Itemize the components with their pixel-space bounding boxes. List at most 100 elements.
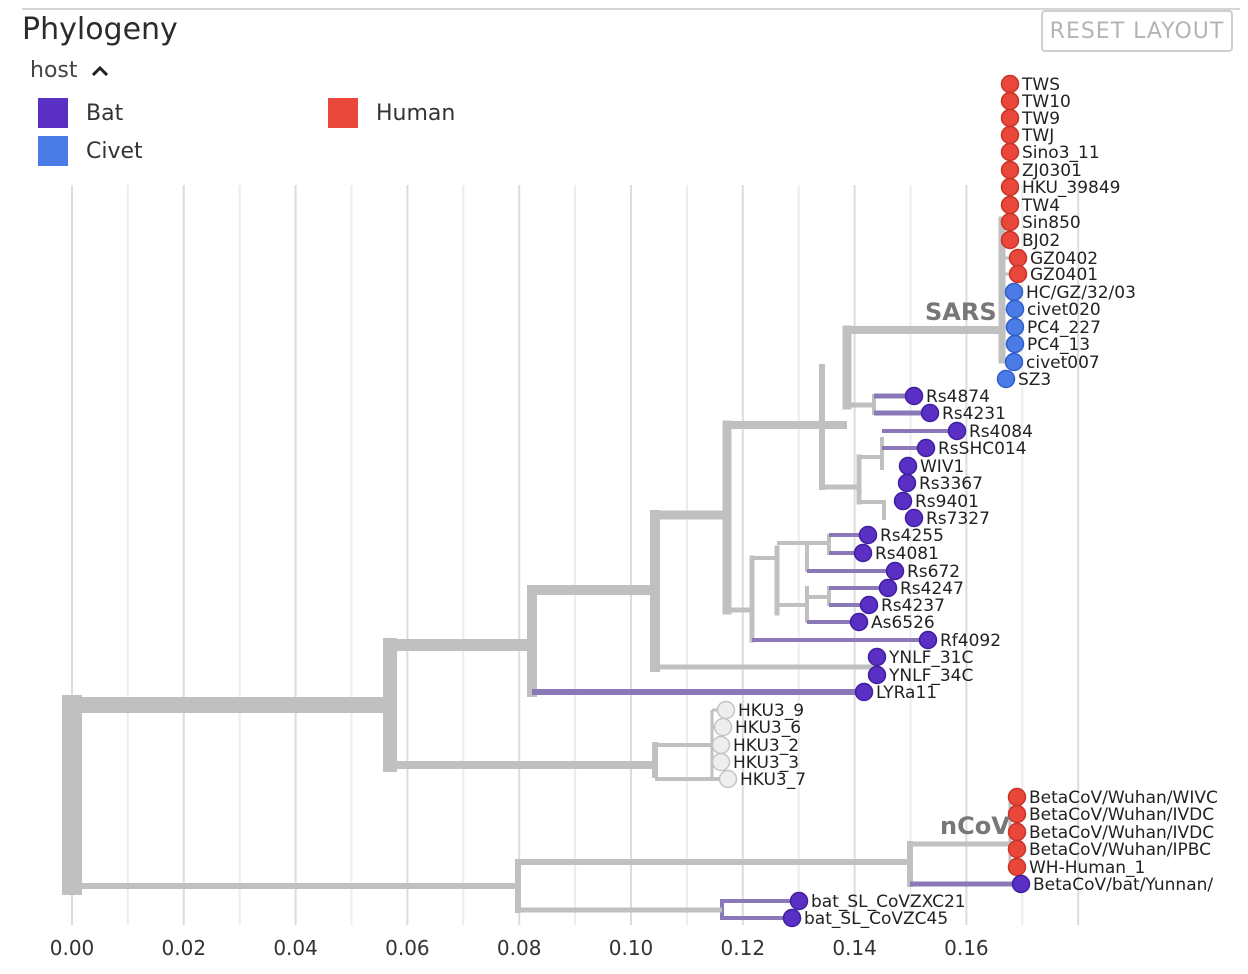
tree-branches — [62, 82, 1021, 920]
tip-label: TWS — [1021, 75, 1060, 95]
tip-node[interactable] — [1000, 108, 1020, 128]
tip-node[interactable] — [854, 682, 874, 702]
tip-label: HKU3_9 — [738, 701, 804, 721]
tip-node[interactable] — [897, 473, 917, 493]
axis-tick-label: 0.02 — [162, 936, 207, 960]
tree-tips: TWSTW10TW9TWJSino3_11ZJ0301HKU_39849TW4S… — [711, 74, 1218, 929]
tip-node[interactable] — [898, 456, 918, 476]
tip-label: HKU3_7 — [740, 770, 806, 790]
legend-label-civet: Civet — [86, 138, 143, 164]
tip-node[interactable] — [1004, 282, 1024, 302]
tip-node[interactable] — [918, 630, 938, 650]
tip-label: Rs4255 — [880, 526, 944, 546]
tip-node[interactable] — [1007, 804, 1027, 824]
tip-label: PC4_13 — [1027, 335, 1090, 355]
tip-label: TW4 — [1021, 196, 1060, 216]
axis-tick-label: 0.10 — [609, 936, 654, 960]
tip-label: PC4_227 — [1027, 318, 1101, 338]
tip-node[interactable] — [893, 491, 913, 511]
tip-node[interactable] — [849, 612, 869, 632]
tip-label: Sin850 — [1022, 213, 1081, 233]
tip-node[interactable] — [711, 735, 731, 755]
tip-label: BetaCoV/Wuhan/IPBC — [1029, 840, 1211, 860]
tip-node[interactable] — [859, 595, 879, 615]
tip-node[interactable] — [1000, 125, 1020, 145]
tip-node[interactable] — [878, 578, 898, 598]
tip-node[interactable] — [1007, 787, 1027, 807]
tip-label: Rs4874 — [926, 387, 990, 407]
tip-node[interactable] — [947, 421, 967, 441]
tip-label: HKU3_2 — [733, 736, 799, 756]
tip-label: GZ0401 — [1030, 265, 1098, 285]
tip-node[interactable] — [718, 769, 738, 789]
tip-label: Rs7327 — [926, 509, 990, 529]
tip-label: Rs4237 — [881, 596, 945, 616]
tip-label: BetaCoV/bat/Yunnan/ — [1033, 875, 1213, 895]
tip-node[interactable] — [1000, 74, 1020, 94]
tip-node[interactable] — [996, 369, 1016, 389]
tip-node[interactable] — [904, 386, 924, 406]
legend-item-civet[interactable]: Civet — [38, 136, 143, 166]
legend-item-bat[interactable]: Bat — [38, 98, 123, 128]
x-axis: 0.00 0.02 0.04 0.06 0.08 0.10 0.12 0.14 0.16 — [50, 936, 989, 960]
tip-node[interactable] — [1007, 822, 1027, 842]
tip-node[interactable] — [867, 647, 887, 667]
tip-node[interactable] — [1000, 177, 1020, 197]
tip-node[interactable] — [858, 525, 878, 545]
tip-node[interactable] — [1004, 352, 1024, 372]
tip-node[interactable] — [1000, 91, 1020, 111]
tip-node[interactable] — [1005, 317, 1025, 337]
tip-node[interactable] — [916, 438, 936, 458]
tip-node[interactable] — [904, 508, 924, 528]
tip-label: bat_SL_CoVZXC21 — [811, 892, 966, 912]
tip-node[interactable] — [713, 717, 733, 737]
tip-node[interactable] — [716, 700, 736, 720]
tip-label: BJ02 — [1022, 231, 1060, 251]
tip-label: Rs4231 — [942, 404, 1006, 424]
tip-node[interactable] — [1000, 142, 1020, 162]
color-by-label: host — [30, 58, 78, 83]
axis-tick-label: 0.06 — [385, 936, 430, 960]
tip-label: RsSHC014 — [938, 439, 1027, 459]
axis-tick-label: 0.04 — [273, 936, 318, 960]
color-by-toggle[interactable]: host — [30, 58, 108, 83]
tip-node[interactable] — [1007, 839, 1027, 859]
tip-node[interactable] — [1000, 230, 1020, 250]
tip-node[interactable] — [1000, 160, 1020, 180]
reset-layout-button[interactable]: RESET LAYOUT — [1041, 10, 1233, 52]
tip-node[interactable] — [711, 752, 731, 772]
tip-node[interactable] — [1007, 857, 1027, 877]
legend-swatch-human — [328, 98, 358, 128]
axis-tick-label: 0.16 — [944, 936, 989, 960]
tip-label: Rs4084 — [969, 422, 1033, 442]
tip-node[interactable] — [1000, 195, 1020, 215]
legend-item-human[interactable]: Human — [328, 98, 455, 128]
tip-node[interactable] — [885, 561, 905, 581]
tip-label: Rs9401 — [915, 492, 979, 512]
tip-node[interactable] — [1011, 874, 1031, 894]
tip-label: Rs4247 — [900, 579, 964, 599]
tip-node[interactable] — [920, 403, 940, 423]
tip-node[interactable] — [867, 665, 887, 685]
tip-node[interactable] — [853, 543, 873, 563]
legend-swatch-bat — [38, 98, 68, 128]
tip-label: LYRa11 — [876, 683, 937, 703]
tip-node[interactable] — [1008, 248, 1028, 268]
tip-node[interactable] — [789, 891, 809, 911]
tip-node[interactable] — [1005, 334, 1025, 354]
tip-label: YNLF_34C — [888, 666, 973, 686]
tip-label: As6526 — [871, 613, 935, 633]
clade-label-sars[interactable]: SARS — [925, 298, 997, 326]
tip-node[interactable] — [1000, 212, 1020, 232]
tip-node[interactable] — [1008, 264, 1028, 284]
tip-node[interactable] — [1005, 299, 1025, 319]
tip-label: civet020 — [1027, 300, 1101, 320]
tip-node[interactable] — [782, 908, 802, 928]
clade-label-ncov[interactable]: nCoV — [940, 812, 1010, 840]
tip-label: Rs672 — [907, 562, 960, 582]
tip-label: Sino3_11 — [1022, 143, 1100, 163]
axis-tick-label: 0.14 — [832, 936, 877, 960]
tip-label: GZ0402 — [1030, 249, 1098, 269]
tip-label: BetaCoV/Wuhan/IVDC — [1029, 805, 1214, 825]
